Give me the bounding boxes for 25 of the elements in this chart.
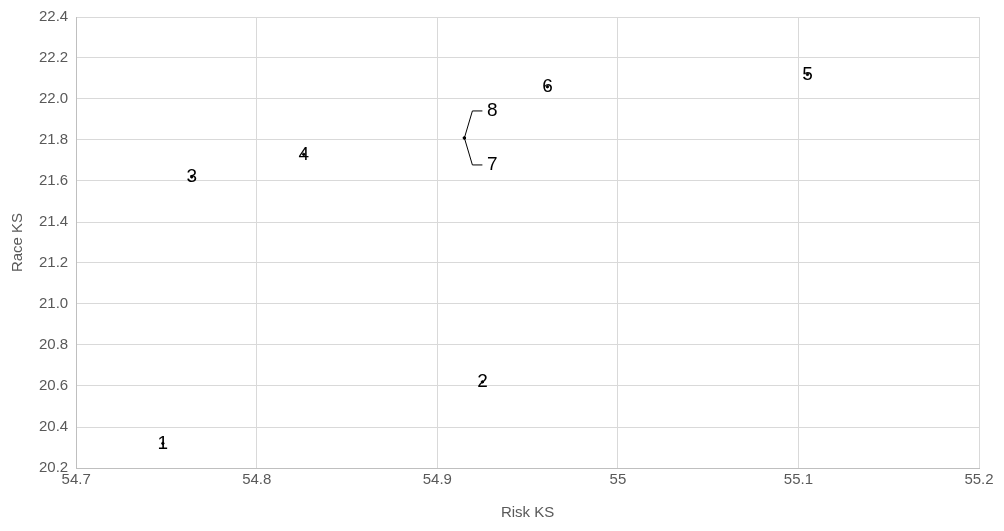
x-tick-label: 55.2 (964, 470, 994, 488)
text: 8 (487, 99, 498, 121)
y-tick-label: 21.0 (38, 294, 69, 312)
y-tick-label: 20.6 (38, 376, 69, 394)
y-tick-label: 20.4 (38, 417, 69, 435)
text: 3 (186, 165, 198, 187)
y-tick-label: 21.4 (38, 212, 69, 230)
x-tick-label: 54.8 (242, 470, 272, 488)
y-tick-label: 21.8 (38, 130, 69, 148)
y-tick-label: 21.6 (38, 171, 69, 189)
x-axis-title: Risk KS (500, 503, 555, 521)
y-tick-label: 20.8 (38, 335, 69, 353)
text: 4 (298, 142, 310, 164)
text: 6 (542, 74, 553, 96)
legend-label: 7 (487, 153, 498, 175)
y-tick-label: 21.2 (38, 253, 69, 271)
y-axis-title: Race KS (8, 212, 26, 273)
x-tick-label: 54.9 (422, 470, 452, 488)
text: 5 (802, 62, 813, 84)
x-tick-label: 55.1 (783, 470, 814, 488)
text: 2 (477, 370, 488, 392)
y-tick-label: 22.4 (38, 7, 69, 25)
y-tick-label: 22.2 (38, 48, 69, 66)
x-tick-label: 55 (609, 470, 627, 488)
y-tick-label: 22.0 (38, 89, 69, 107)
